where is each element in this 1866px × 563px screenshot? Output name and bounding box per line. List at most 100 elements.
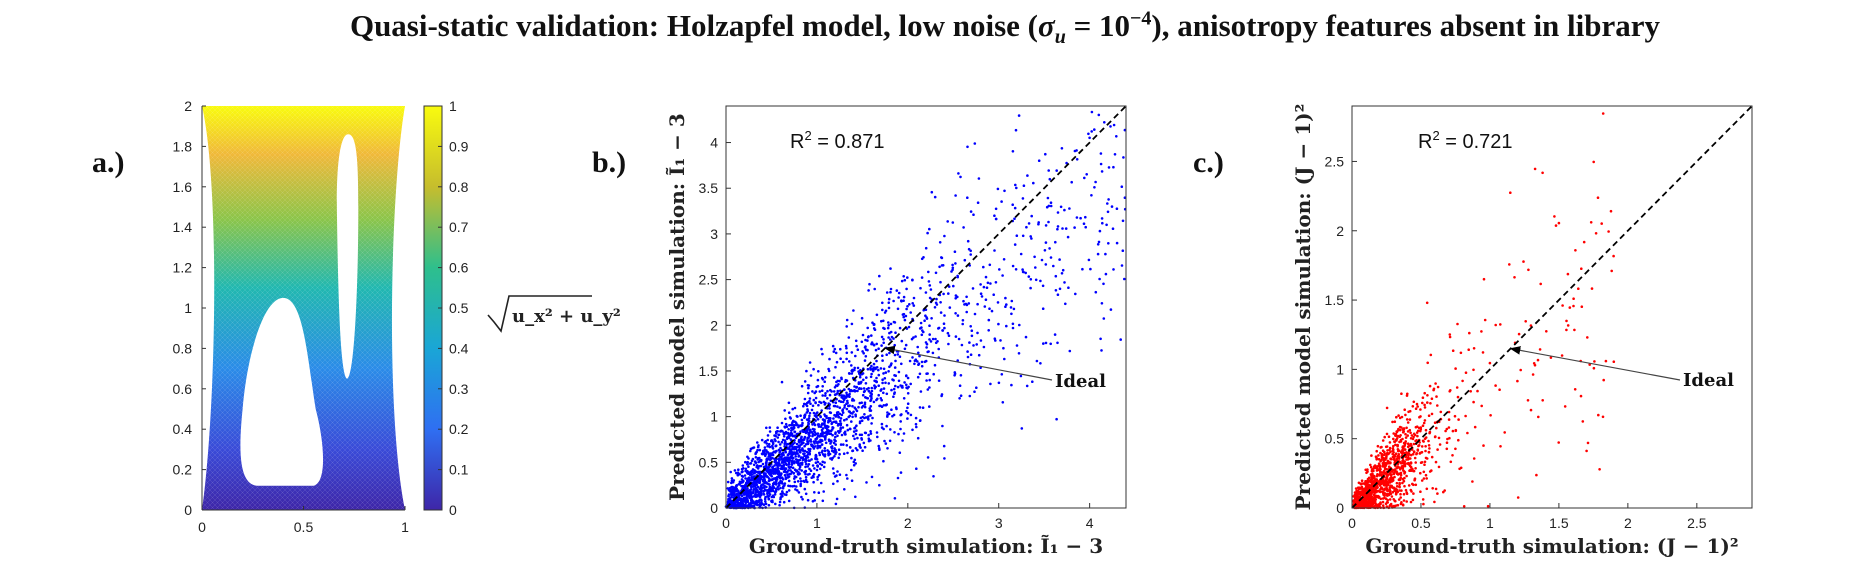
panel-b-data-point: [1005, 303, 1008, 306]
panel-b-data-point: [877, 368, 880, 372]
panel-c-data-point: [1416, 448, 1420, 452]
panel-b-data-point: [818, 390, 822, 393]
panel-b-data-point: [1053, 333, 1057, 336]
panel-b-data-point: [1070, 180, 1073, 184]
panel-c-data-point: [1574, 249, 1577, 252]
panel-b-data-point: [893, 391, 896, 394]
panel-b-data-point: [1017, 352, 1021, 355]
panel-b-data-point: [781, 452, 784, 456]
panel-b-data-point: [979, 339, 983, 342]
panel-b-data-point: [984, 275, 988, 279]
panel-c-data-point: [1472, 457, 1476, 460]
panel-b-data-point: [852, 434, 855, 438]
panel-c-data-point: [1397, 457, 1401, 460]
panel-b-data-point: [836, 434, 839, 438]
panel-c-data-point: [1423, 437, 1427, 441]
panel-c-data-point: [1426, 401, 1429, 404]
panel-c-data-point: [1471, 480, 1474, 483]
panel-b-data-point: [885, 353, 888, 357]
panel-b-data-point: [897, 379, 901, 383]
panel-b-data-point: [962, 299, 965, 303]
panel-b-data-point: [806, 465, 810, 468]
panel-b-data-point: [823, 424, 827, 427]
panel-b-data-point: [820, 423, 823, 427]
panel-c-data-point: [1364, 501, 1368, 505]
panel-c-data-point: [1365, 471, 1368, 475]
panel-c-data-point: [1509, 191, 1512, 194]
panel-b-data-point: [766, 434, 770, 437]
panel-c-data-point: [1435, 395, 1438, 398]
panel-b-data-point: [829, 399, 833, 403]
panel-b-data-point: [988, 263, 992, 267]
panel-b-data-point: [911, 428, 914, 432]
panel-c-data-point: [1423, 419, 1427, 422]
panel-c-data-point: [1414, 461, 1417, 464]
panel-b-data-point: [934, 301, 938, 305]
panel-c-data-point: [1431, 487, 1434, 490]
panel-b-data-point: [834, 435, 837, 439]
panel-b-x-tick-label: 4: [1086, 515, 1094, 531]
panel-b-data-point: [897, 432, 900, 436]
panel-b-data-point: [872, 362, 876, 366]
panel-b-data-point: [906, 276, 909, 279]
panel-b-data-point: [1047, 220, 1050, 224]
panel-b-data-point: [823, 403, 827, 406]
panel-b-data-point: [787, 457, 791, 460]
panel-b-data-point: [1107, 242, 1110, 245]
panel-c-data-point: [1424, 445, 1427, 448]
panel-a-y-tick-label: 1.6: [173, 179, 193, 195]
panel-b-data-point: [799, 414, 802, 418]
panel-c-data-point: [1472, 347, 1476, 350]
panel-c-data-point: [1513, 276, 1516, 279]
panel-b-data-point: [898, 355, 902, 359]
panel-b-data-point: [878, 448, 881, 452]
panel-b-data-point: [806, 453, 810, 456]
panel-b-data-point: [905, 287, 908, 291]
panel-b-data-point: [821, 394, 824, 397]
panel-b-data-point: [920, 257, 924, 261]
panel-c-data-point: [1448, 436, 1451, 440]
panel-c-data-point: [1363, 490, 1367, 493]
panel-c-data-point: [1355, 493, 1358, 496]
panel-b-data-point: [778, 481, 781, 485]
panel-b-data-point: [858, 375, 862, 379]
panel-b-data-point: [744, 497, 748, 501]
panel-b-data-point: [1003, 189, 1006, 193]
panel-b-data-point: [854, 495, 857, 499]
panel-c-data-point: [1455, 386, 1459, 389]
panel-b-data-point: [923, 319, 926, 323]
panel-b-data-point: [863, 413, 866, 416]
panel-b-data-point: [867, 439, 871, 443]
panel-b-data-point: [1112, 165, 1115, 169]
panel-c-data-point: [1393, 457, 1396, 460]
panel-b-data-point: [929, 340, 933, 343]
panel-b-data-point: [1041, 307, 1045, 311]
panel-b-data-point: [893, 343, 896, 347]
panel-b-data-point: [969, 353, 973, 357]
panel-c-data-point: [1406, 430, 1410, 433]
panel-c-data-point: [1437, 436, 1441, 440]
panel-c-data-point: [1415, 439, 1418, 442]
panel-b-data-point: [814, 419, 817, 422]
panel-b-data-point: [830, 440, 833, 443]
panel-b-data-point: [1060, 272, 1064, 275]
panel-b-data-point: [994, 217, 998, 221]
panel-b-data-point: [790, 451, 794, 454]
panel-b-data-point: [882, 367, 886, 371]
panel-b-data-point: [839, 426, 842, 430]
panel-b-data-point: [760, 438, 764, 442]
panel-b-data-point: [932, 475, 935, 478]
panel-b-data-point: [852, 463, 856, 467]
panel-b-data-point: [843, 418, 846, 422]
panel-b-data-point: [821, 499, 825, 503]
panel-b-data-point: [800, 418, 804, 422]
panel-b-data-point: [926, 456, 930, 459]
panel-b-data-point: [935, 297, 938, 301]
panel-b-data-point: [903, 278, 907, 282]
panel-c-data-point: [1385, 454, 1388, 458]
panel-b-data-point: [881, 301, 884, 305]
panel-b-data-point: [846, 477, 849, 480]
panel-b-data-point: [765, 462, 768, 466]
panel-b-data-point: [835, 451, 838, 454]
panel-c-data-point: [1385, 432, 1389, 436]
